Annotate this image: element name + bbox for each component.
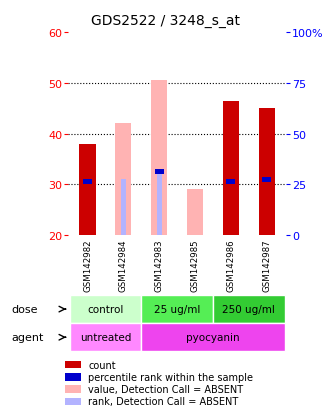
- Text: rank, Detection Call = ABSENT: rank, Detection Call = ABSENT: [88, 396, 239, 406]
- Text: GSM142982: GSM142982: [83, 239, 92, 292]
- Text: untreated: untreated: [80, 332, 131, 342]
- Bar: [141, 295, 213, 323]
- Bar: [223, 101, 239, 235]
- Bar: [262, 177, 271, 182]
- Bar: [70, 295, 141, 323]
- Bar: [141, 323, 285, 351]
- Text: percentile rank within the sample: percentile rank within the sample: [88, 372, 254, 382]
- Bar: [65, 373, 81, 381]
- Text: GSM142984: GSM142984: [119, 239, 128, 292]
- Text: GSM142987: GSM142987: [262, 239, 271, 292]
- Bar: [151, 81, 167, 235]
- Bar: [226, 180, 235, 185]
- Bar: [121, 180, 126, 235]
- Text: agent: agent: [12, 332, 44, 342]
- Bar: [157, 172, 162, 235]
- Bar: [187, 190, 203, 235]
- Text: GDS2522 / 3248_s_at: GDS2522 / 3248_s_at: [91, 14, 240, 28]
- Text: 25 ug/ml: 25 ug/ml: [154, 304, 200, 314]
- Text: count: count: [88, 360, 116, 370]
- Bar: [155, 170, 164, 175]
- Bar: [70, 323, 141, 351]
- Text: 250 ug/ml: 250 ug/ml: [222, 304, 275, 314]
- Bar: [259, 109, 275, 235]
- Bar: [79, 145, 96, 235]
- Bar: [213, 295, 285, 323]
- Text: GSM142985: GSM142985: [191, 239, 200, 292]
- Bar: [115, 124, 131, 235]
- Bar: [65, 385, 81, 393]
- Bar: [65, 398, 81, 406]
- Text: value, Detection Call = ABSENT: value, Detection Call = ABSENT: [88, 384, 244, 394]
- Text: dose: dose: [12, 304, 38, 314]
- Bar: [83, 180, 92, 185]
- Text: pyocyanin: pyocyanin: [186, 332, 240, 342]
- Bar: [65, 361, 81, 368]
- Text: GSM142983: GSM142983: [155, 239, 164, 292]
- Text: GSM142986: GSM142986: [226, 239, 235, 292]
- Text: control: control: [87, 304, 124, 314]
